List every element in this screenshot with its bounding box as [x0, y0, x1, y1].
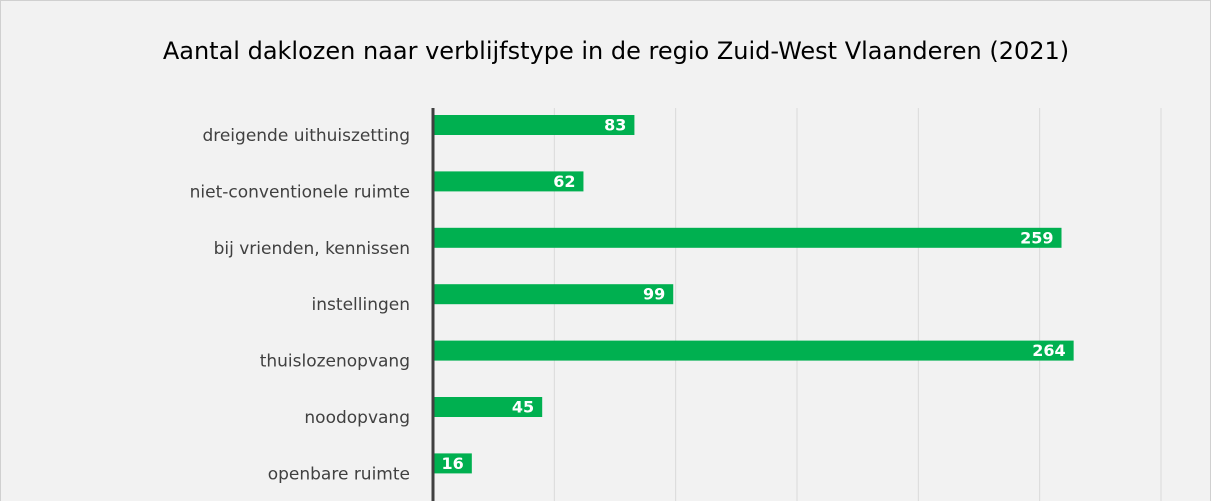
y-tick-label: noodopvang — [304, 408, 410, 428]
bar — [433, 115, 635, 135]
chart-title: Aantal daklozen naar verblijfstype in de… — [163, 37, 1069, 65]
y-tick-label: thuislozenopvang — [260, 352, 410, 372]
y-tick-label: instellingen — [312, 295, 410, 315]
data-label: 99 — [643, 285, 665, 304]
y-tick-label: niet-conventionele ruimte — [190, 182, 410, 202]
data-label: 45 — [512, 398, 534, 417]
y-tick-label: dreigende uithuiszetting — [202, 126, 410, 146]
bar — [433, 284, 674, 305]
data-label: 16 — [442, 454, 464, 473]
bar — [433, 397, 543, 417]
bar — [433, 340, 1074, 361]
bar — [433, 171, 584, 192]
y-tick-label: openbare ruimte — [268, 464, 410, 484]
bar — [433, 453, 472, 474]
y-tick-label: bij vrienden, kennissen — [214, 239, 410, 259]
data-label: 259 — [1020, 228, 1053, 247]
data-label: 264 — [1032, 341, 1065, 360]
data-label: 83 — [604, 116, 626, 135]
data-label: 62 — [553, 172, 575, 191]
bar — [433, 227, 1062, 248]
